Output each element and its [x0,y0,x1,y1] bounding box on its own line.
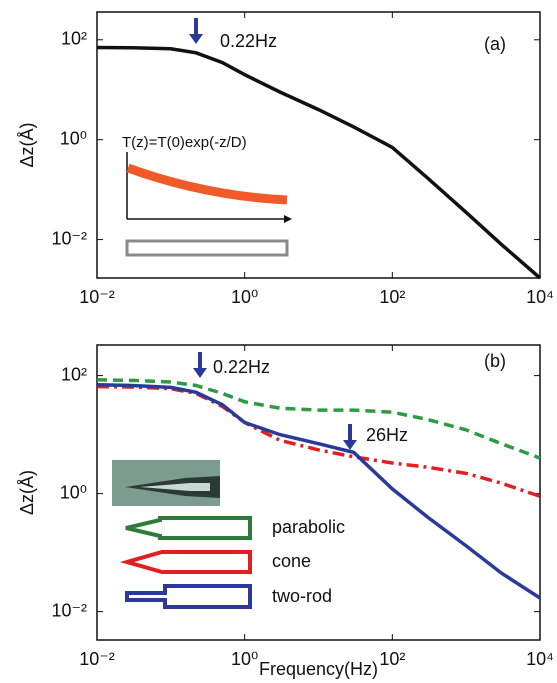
arrow-head [343,440,357,450]
annotation: 0.22Hz [213,357,270,377]
line-series [96,378,541,460]
x-axis-label: Frequency(Hz) [259,659,378,679]
x-tick-label: 10⁴ [526,287,554,307]
annotation: (b) [484,351,506,371]
inset-b [112,460,252,609]
annotation: 0.22Hz [220,31,277,51]
line-series [96,45,542,280]
x-tick-label: 10² [379,649,405,669]
y-tick-label: 10⁻² [51,228,87,248]
arrow-head [193,368,207,378]
annotation: T(z)=T(0)exp(-z/D) [122,134,247,151]
annotation: 26Hz [366,425,408,445]
x-tick-label: 10² [379,287,405,307]
x-tick-label: 10⁰ [231,287,258,307]
arrow-head [189,34,203,44]
y-tick-label: 10⁻² [51,600,87,620]
y-tick-label: 10⁰ [60,482,87,502]
inset-a [125,152,292,257]
y-tick-label: 10² [61,29,87,49]
x-tick-label: 10⁻² [79,287,115,307]
legend-label: parabolic [272,517,345,537]
legend-label: two-rod [272,586,332,606]
y-axis-label: Δz(Å) [17,122,37,167]
y-axis-label: Δz(Å) [17,470,37,515]
legend-label: cone [272,551,311,571]
annotation: (a) [484,34,506,54]
plot-frame [96,11,541,279]
plot-frame [96,344,541,641]
x-tick-label: 10⁰ [231,649,258,669]
x-tick-label: 10⁻² [79,649,115,669]
y-tick-label: 10² [61,364,87,384]
x-tick-label: 10⁴ [526,649,554,669]
y-tick-label: 10⁰ [60,128,87,148]
line-series [96,382,541,600]
